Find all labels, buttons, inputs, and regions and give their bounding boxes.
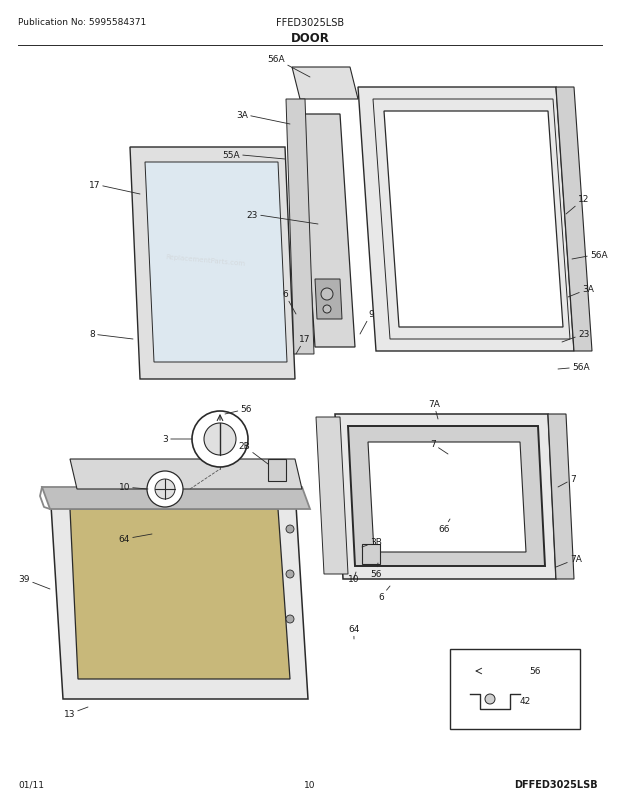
Polygon shape — [145, 163, 287, 363]
Text: DOOR: DOOR — [291, 32, 329, 45]
Polygon shape — [42, 488, 310, 509]
Polygon shape — [348, 427, 545, 566]
Polygon shape — [548, 415, 574, 579]
Text: 13: 13 — [63, 707, 88, 719]
Text: 56: 56 — [225, 405, 252, 415]
Text: 56: 56 — [529, 666, 541, 675]
Text: 64: 64 — [118, 534, 152, 544]
Text: 17: 17 — [296, 335, 311, 354]
Bar — [268, 460, 286, 481]
Circle shape — [147, 472, 183, 508]
Text: 23: 23 — [562, 330, 590, 342]
Text: 10: 10 — [118, 483, 148, 492]
Text: 8: 8 — [89, 330, 133, 339]
Polygon shape — [130, 148, 295, 379]
Circle shape — [286, 615, 294, 623]
Text: 3A: 3A — [568, 286, 594, 298]
Text: 6: 6 — [282, 290, 296, 314]
Circle shape — [323, 306, 331, 314]
Text: 2B: 2B — [238, 442, 268, 464]
Text: 23: 23 — [247, 210, 318, 225]
Polygon shape — [358, 88, 574, 351]
Polygon shape — [70, 460, 302, 489]
Circle shape — [192, 411, 248, 468]
Circle shape — [485, 695, 495, 704]
Text: 7: 7 — [558, 475, 576, 488]
Text: 7: 7 — [430, 440, 448, 455]
Polygon shape — [556, 88, 592, 351]
Text: 10: 10 — [304, 780, 316, 789]
Text: ReplacementParts.com: ReplacementParts.com — [165, 253, 245, 266]
Text: 39: 39 — [19, 575, 50, 589]
Text: 56A: 56A — [572, 250, 608, 260]
Text: 6: 6 — [378, 586, 390, 602]
Circle shape — [286, 570, 294, 578]
Circle shape — [204, 423, 236, 456]
Polygon shape — [335, 415, 556, 579]
Text: DFFED3025LSB: DFFED3025LSB — [515, 779, 598, 789]
Text: 56A: 56A — [558, 363, 590, 372]
Bar — [362, 545, 380, 565]
Polygon shape — [384, 111, 563, 327]
Circle shape — [155, 480, 175, 500]
Text: 3A: 3A — [236, 111, 290, 125]
Text: 55A: 55A — [223, 150, 285, 160]
Polygon shape — [286, 100, 314, 354]
Circle shape — [286, 525, 294, 533]
Polygon shape — [70, 509, 290, 679]
Text: 17: 17 — [89, 180, 140, 195]
Bar — [450, 649, 580, 729]
Text: 10: 10 — [348, 573, 360, 584]
Polygon shape — [368, 443, 526, 553]
Text: 3B: 3B — [362, 538, 382, 547]
Text: 7A: 7A — [556, 555, 582, 567]
Text: 64: 64 — [348, 625, 360, 639]
Polygon shape — [316, 418, 348, 574]
Polygon shape — [315, 280, 342, 320]
Text: Publication No: 5995584371: Publication No: 5995584371 — [18, 18, 146, 27]
Text: 56: 56 — [370, 563, 381, 579]
Text: 12: 12 — [566, 195, 590, 215]
Text: 9: 9 — [360, 310, 374, 334]
Polygon shape — [50, 489, 308, 699]
Text: 7A: 7A — [428, 400, 440, 419]
Text: 42: 42 — [520, 697, 531, 706]
Polygon shape — [300, 115, 355, 347]
Text: FFED3025LSB: FFED3025LSB — [276, 18, 344, 28]
Polygon shape — [292, 68, 358, 100]
Text: 66: 66 — [438, 520, 450, 534]
Text: 3: 3 — [162, 435, 192, 444]
Text: 56A: 56A — [267, 55, 310, 78]
Circle shape — [321, 289, 333, 301]
Text: 01/11: 01/11 — [18, 780, 44, 789]
